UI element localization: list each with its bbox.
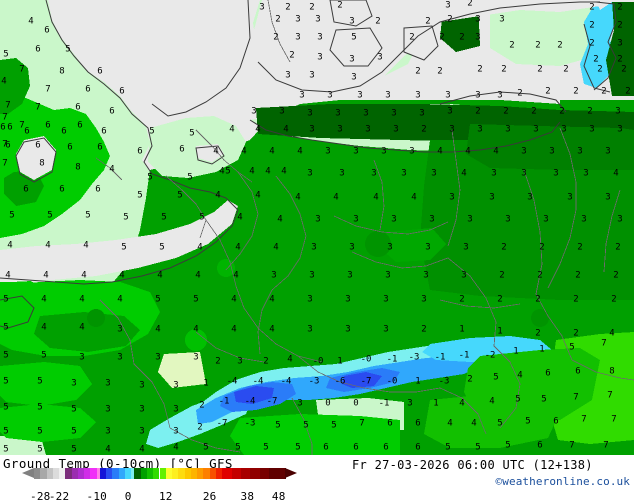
color-scale-legend: -28 -22 -10 0 12 26 38 48 [22, 468, 297, 503]
color-scale-tick-label: 0 [124, 490, 132, 503]
color-scale-segment [190, 468, 198, 479]
color-scale-tick-label: 12 [158, 490, 173, 503]
map-title: Ground Temp (0-10cm) [°C] GFS [3, 456, 233, 471]
map-canvas [0, 0, 634, 455]
color-scale-bar [34, 468, 286, 479]
color-scale-tick-label: -28 [30, 490, 51, 503]
baltic-dark-edge [606, 0, 634, 96]
patch-france-s [0, 404, 96, 442]
color-scale-segment [215, 468, 223, 479]
color-scale-segment [134, 468, 141, 479]
patch-north-pale-2 [490, 0, 610, 66]
color-scale-segment [269, 468, 285, 479]
country-borders [95, 0, 634, 455]
color-scale-over-arrow [285, 468, 297, 478]
color-scale-tick-label: -10 [86, 490, 107, 503]
color-scale-segment [90, 468, 97, 479]
blob-4 [217, 259, 235, 277]
sea-nw-big [424, 0, 634, 10]
sea-nl-inland [196, 144, 224, 162]
color-scale-segment [153, 468, 160, 479]
color-scale-segment [52, 468, 60, 479]
color-scale-segment [46, 468, 53, 479]
color-scale-segment [106, 468, 113, 479]
patch-czech-hi [380, 228, 446, 262]
color-scale-segment [241, 468, 251, 479]
color-scale-segment [96, 468, 100, 479]
color-scale-tick-label: 38 [240, 490, 255, 503]
color-scale-segment [65, 468, 72, 479]
patch-se-bright2 [424, 394, 560, 448]
blob-5 [531, 309, 549, 327]
color-scale-segment [124, 468, 132, 479]
sea-baltic-west [390, 80, 560, 104]
forecast-run-info: Fr 27-03-2026 06:00 UTC (12+138) [352, 458, 593, 472]
color-scale-segment [178, 468, 185, 479]
color-scale-tick-label: -22 [48, 490, 70, 503]
color-scale-segment [84, 468, 91, 479]
blob-6 [26, 182, 40, 196]
color-scale-segment [112, 468, 119, 479]
patch-france-sw [0, 362, 92, 406]
color-scale-under-arrow [22, 468, 34, 478]
copyright-credit: ©weatheronline.co.uk [495, 475, 630, 488]
color-scale-segment [203, 468, 210, 479]
color-scale-segment [231, 468, 242, 479]
color-scale-segment [209, 468, 216, 479]
color-scale-segment [34, 468, 41, 479]
patch-po-green [230, 414, 400, 455]
sea-nsea-big [150, 0, 600, 106]
color-scale-segment [184, 468, 191, 479]
region-scotland-dark [0, 58, 30, 114]
color-scale-segment [59, 468, 66, 479]
alps-deep-2 [342, 372, 382, 388]
color-scale-segment [159, 468, 166, 479]
color-scale-segment [77, 468, 85, 479]
patch-central-dark [420, 140, 634, 300]
color-scale-segment [131, 468, 135, 479]
color-scale-segment [222, 468, 232, 479]
color-scale-segment [40, 468, 47, 479]
temperature-field [0, 0, 634, 455]
color-scale-segment [172, 468, 179, 479]
color-scale-segment [197, 468, 204, 479]
color-scale-segment [118, 468, 125, 479]
alps-deep [234, 386, 274, 404]
patch-france-dark [34, 312, 140, 352]
color-scale-segment [259, 468, 270, 479]
blob-2 [185, 329, 207, 351]
blob-3 [87, 309, 105, 327]
color-scale-segment [165, 468, 173, 479]
sea-irish [16, 136, 56, 180]
color-scale-ticks: -28 -22 -10 0 12 26 38 48 [22, 490, 322, 503]
color-scale-segment [140, 468, 147, 479]
color-scale-tick-label: 26 [202, 490, 217, 503]
color-scale-segment [250, 468, 260, 479]
color-scale-segment [99, 468, 107, 479]
sea-channel [0, 200, 238, 282]
patch-pale-mid [158, 352, 206, 388]
coastlines [0, 0, 617, 329]
map-footer: Ground Temp (0-10cm) [°C] GFS Fr 27-03-2… [0, 455, 634, 503]
color-scale-tick-label: 48 [271, 490, 286, 503]
color-scale-segment [146, 468, 154, 479]
patch-poland-dark [466, 124, 634, 170]
blob-1 [365, 231, 391, 257]
color-scale-segment [71, 468, 78, 479]
